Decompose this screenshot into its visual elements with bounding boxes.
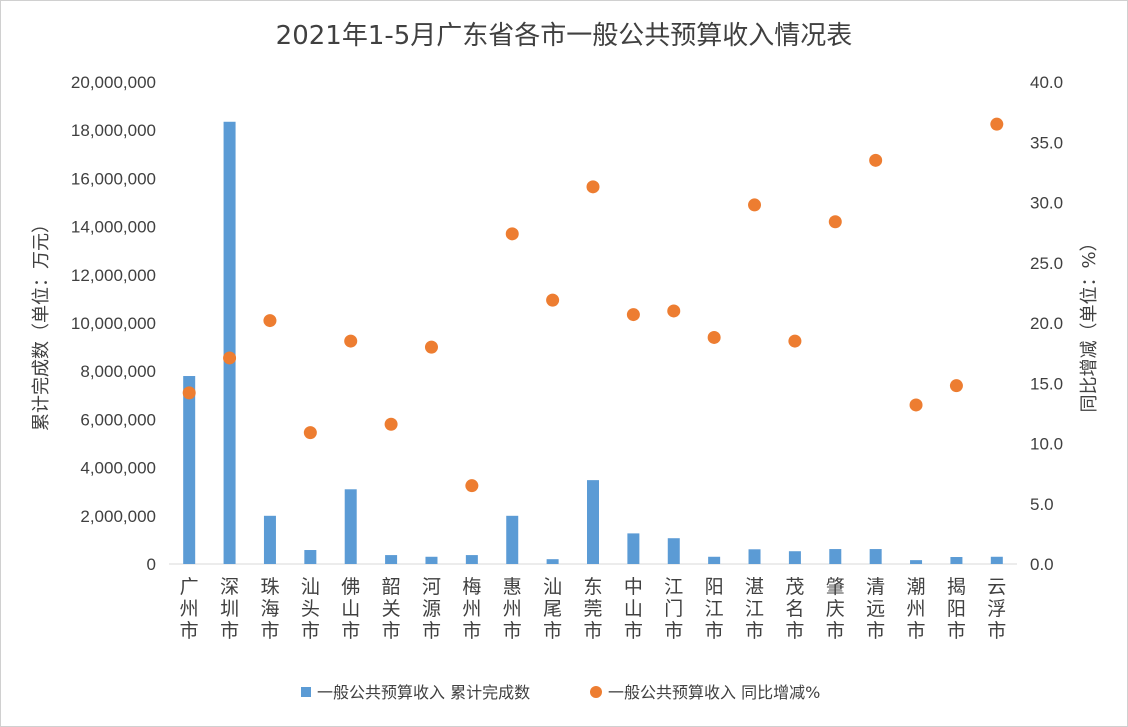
x-tick-label: 珠海市 <box>260 576 279 642</box>
scatter-point <box>182 386 196 400</box>
scatter-point <box>424 340 438 354</box>
bar <box>506 515 519 564</box>
x-tick-label: 河源市 <box>422 576 441 642</box>
x-tick-label: 惠州市 <box>503 576 522 642</box>
x-tick-label: 揭阳市 <box>947 576 966 642</box>
scatter-point <box>949 379 963 393</box>
y2-tick-label: 20.0 <box>1030 314 1063 333</box>
bar <box>465 555 478 564</box>
y2-tick-label: 5.0 <box>1030 495 1054 514</box>
legend-dot-swatch <box>590 686 602 698</box>
x-tick-label: 云浮市 <box>987 576 1006 642</box>
scatter-point <box>586 180 600 194</box>
y-tick-label: 0 <box>147 555 156 574</box>
x-tick-label: 茂名市 <box>785 576 804 642</box>
y2-tick-label: 10.0 <box>1030 435 1063 454</box>
bar <box>708 556 721 564</box>
x-tick-label: 湛江市 <box>745 576 764 642</box>
bar <box>748 549 761 564</box>
bar <box>183 376 196 564</box>
bar <box>829 549 842 564</box>
bar <box>627 533 640 564</box>
bar <box>263 515 276 564</box>
x-tick-label: 佛山市 <box>341 576 360 642</box>
x-tick-label: 清远市 <box>866 576 885 642</box>
x-tick-label: 潮州市 <box>907 576 926 642</box>
y-axis-title-right: 同比增减（单位：%） <box>1079 233 1100 412</box>
scatter-point <box>384 417 398 431</box>
scatter-point <box>505 227 519 241</box>
bar-series <box>183 121 1003 564</box>
bar <box>910 560 923 564</box>
bar <box>425 556 438 564</box>
y-tick-label: 14,000,000 <box>71 218 156 237</box>
y-tick-label: 6,000,000 <box>80 410 156 429</box>
scatter-point <box>909 398 923 412</box>
scatter-point <box>263 314 277 328</box>
x-tick-label: 深圳市 <box>220 576 239 642</box>
bar <box>344 489 357 564</box>
bar <box>304 550 317 564</box>
legend-bar-label: 一般公共预算收入 累计完成数 <box>317 683 530 702</box>
y-tick-label: 8,000,000 <box>80 362 156 381</box>
y2-tick-label: 25.0 <box>1030 254 1063 273</box>
y-tick-label: 18,000,000 <box>71 121 156 140</box>
y2-tick-label: 0.0 <box>1030 555 1054 574</box>
scatter-point <box>869 153 883 167</box>
y-axis-left: 0 2,000,000 4,000,000 6,000,000 8,000,000 10,… <box>71 73 156 574</box>
x-tick-label: 肇庆市 <box>826 576 845 642</box>
scatter-point <box>303 426 317 440</box>
scatter-series <box>182 117 1004 493</box>
legend-bar-swatch <box>301 687 311 697</box>
scatter-point <box>344 334 358 348</box>
x-tick-label: 阳江市 <box>705 576 724 642</box>
scatter-point <box>465 479 479 493</box>
scatter-point <box>546 293 560 307</box>
x-tick-label: 中山市 <box>624 576 643 642</box>
bar <box>667 538 680 564</box>
x-tick-label: 汕头市 <box>301 576 320 642</box>
y2-tick-label: 15.0 <box>1030 374 1063 393</box>
x-tick-label: 韶关市 <box>382 576 401 642</box>
bar <box>950 557 963 564</box>
bar <box>546 559 559 564</box>
scatter-point <box>788 334 802 348</box>
bar <box>385 555 398 564</box>
x-axis-categories: 广州市 深圳市 珠海市 汕头市 佛山市 韶关市 河源市 梅州市 惠州市 汕尾市 东莞市 中山市 江门市 阳… <box>180 576 1007 642</box>
y-tick-label: 12,000,000 <box>71 266 156 285</box>
y2-tick-label: 30.0 <box>1030 194 1063 213</box>
scatter-point <box>626 308 640 322</box>
bar <box>869 549 882 564</box>
scatter-point <box>828 215 842 229</box>
bar <box>990 556 1003 564</box>
y-tick-label: 16,000,000 <box>71 169 156 188</box>
legend-dot-label: 一般公共预算收入 同比增减% <box>608 683 820 702</box>
scatter-point <box>748 198 762 212</box>
y2-tick-label: 35.0 <box>1030 133 1063 152</box>
y-tick-label: 10,000,000 <box>71 314 156 333</box>
x-tick-label: 江门市 <box>664 576 683 642</box>
scatter-point <box>990 117 1004 131</box>
y2-tick-label: 40.0 <box>1030 73 1063 92</box>
y-tick-label: 2,000,000 <box>80 507 156 526</box>
scatter-point <box>707 330 721 344</box>
y-tick-label: 4,000,000 <box>80 459 156 478</box>
bar <box>587 480 599 564</box>
x-tick-label: 汕尾市 <box>543 576 562 642</box>
bar <box>788 551 801 564</box>
legend: 一般公共预算收入 累计完成数 一般公共预算收入 同比增减% <box>301 683 820 702</box>
x-tick-label: 东莞市 <box>583 576 602 642</box>
y-axis-title-left: 累计完成数（单位：万元） <box>31 215 52 431</box>
chart-title: 2021年1-5月广东省各市一般公共预算收入情况表 <box>276 21 853 51</box>
y-axis-right: 0.0 5.0 10.0 15.0 20.0 25.0 30.0 35.0 40.0 <box>1030 73 1063 574</box>
x-tick-label: 广州市 <box>180 576 199 642</box>
scatter-point <box>223 351 237 365</box>
scatter-point <box>667 304 681 318</box>
x-tick-label: 梅州市 <box>462 576 481 642</box>
y-tick-label: 20,000,000 <box>71 73 156 92</box>
bar <box>223 121 236 564</box>
